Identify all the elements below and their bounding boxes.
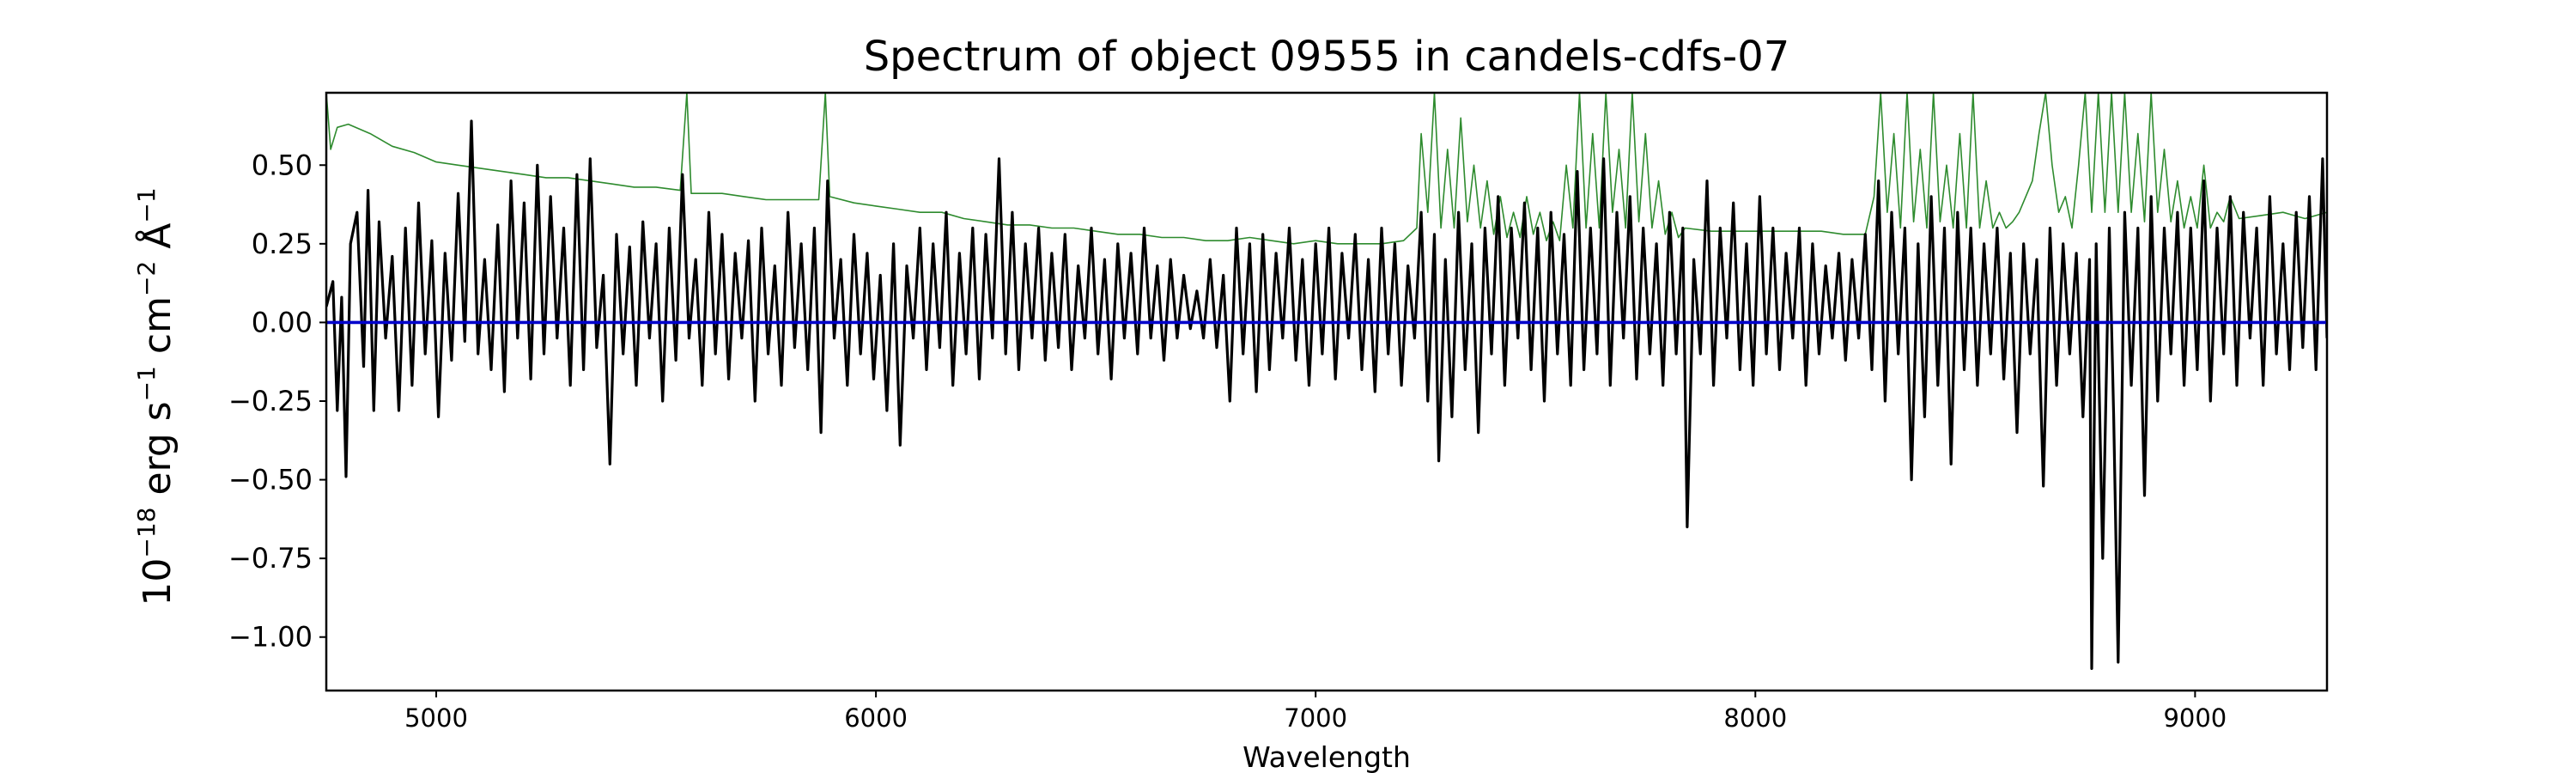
y-tick-label: 0.25 bbox=[252, 228, 313, 260]
x-tick-label: 5000 bbox=[404, 703, 468, 733]
plot-area bbox=[326, 93, 2327, 670]
y-tick-label: 0.00 bbox=[252, 306, 313, 338]
x-tick-label: 7000 bbox=[1284, 703, 1347, 733]
y-tick-label: −0.25 bbox=[228, 385, 313, 417]
flux-series-line bbox=[326, 119, 2327, 670]
y-tick-label: −0.75 bbox=[228, 542, 313, 575]
plot-frame bbox=[325, 91, 2329, 692]
x-axis-label: Wavelength bbox=[1242, 740, 1411, 773]
y-tick-label: −0.50 bbox=[228, 464, 313, 496]
x-tick-label: 9000 bbox=[2163, 703, 2227, 733]
y-tick-label: −1.00 bbox=[228, 621, 313, 654]
x-axis: 5000 6000 7000 8000 9000 bbox=[404, 691, 2227, 733]
error-series-line bbox=[326, 93, 2327, 245]
y-tick-label: 0.50 bbox=[252, 149, 313, 181]
y-axis-label: 10−18 erg s−1 cm−2 Å−1 bbox=[132, 187, 179, 606]
y-axis: 0.50 0.25 0.00 −0.25 −0.50 −0.75 −1.00 bbox=[228, 149, 326, 654]
x-tick-label: 6000 bbox=[844, 703, 908, 733]
chart-title: Spectrum of object 09555 in candels-cdfs… bbox=[864, 33, 1790, 81]
x-tick-label: 8000 bbox=[1723, 703, 1787, 733]
